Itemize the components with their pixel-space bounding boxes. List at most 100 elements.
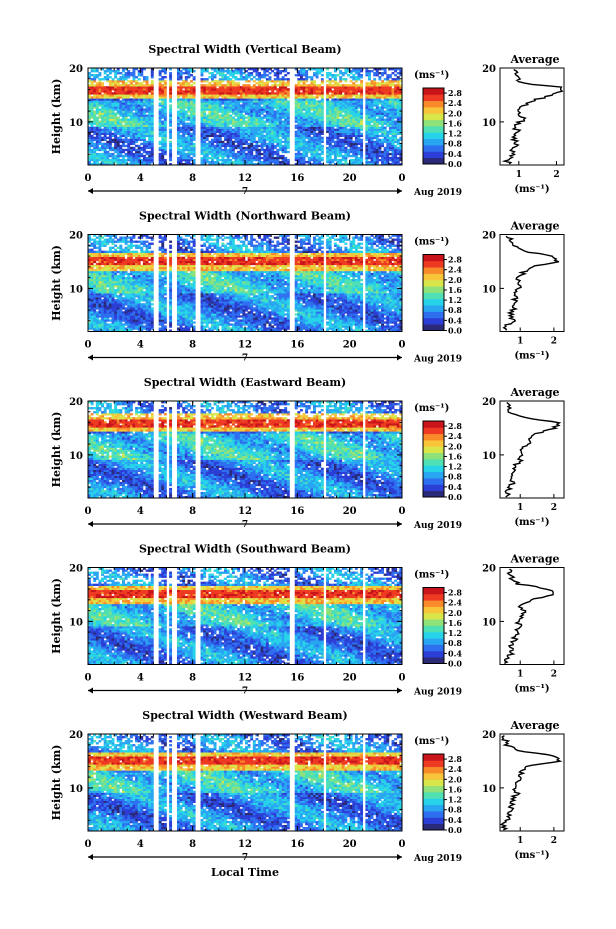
heatmap-cell bbox=[239, 106, 243, 109]
heatmap-cell bbox=[88, 325, 91, 328]
heatmap-cell bbox=[339, 148, 343, 152]
heatmap-cell bbox=[184, 122, 188, 125]
heatmap-cell bbox=[101, 128, 104, 131]
heatmap-cell bbox=[365, 150, 369, 154]
heatmap-cell bbox=[218, 138, 222, 142]
heatmap-cell bbox=[399, 327, 403, 330]
heatmap-cell bbox=[95, 130, 99, 133]
heatmap-cell bbox=[284, 86, 288, 89]
heatmap-cell bbox=[190, 138, 193, 142]
heatmap-cell bbox=[247, 134, 251, 138]
heatmap-cell bbox=[388, 327, 392, 330]
heatmap-cell bbox=[373, 82, 377, 85]
heatmap-cell bbox=[365, 144, 369, 148]
heatmap-cell bbox=[200, 102, 204, 105]
heatmap-cell bbox=[163, 82, 167, 85]
heatmap-cell bbox=[357, 118, 361, 121]
heatmap-cell bbox=[205, 130, 209, 133]
heatmap-cell bbox=[192, 138, 196, 142]
heatmap-cell bbox=[210, 80, 214, 83]
heatmap-cell bbox=[373, 162, 377, 166]
heatmap-cell bbox=[247, 142, 251, 146]
heatmap-cell bbox=[313, 74, 316, 77]
heatmap-cell bbox=[273, 116, 277, 119]
heatmap-cell bbox=[208, 114, 212, 117]
heatmap-cell bbox=[357, 329, 361, 332]
heatmap-cell bbox=[320, 110, 324, 113]
heatmap-cell bbox=[116, 96, 120, 99]
heatmap-cell bbox=[213, 76, 217, 79]
heatmap-cell bbox=[305, 136, 309, 140]
heatmap-cell bbox=[106, 110, 110, 113]
heatmap-cell bbox=[302, 146, 306, 150]
heatmap-cell bbox=[279, 329, 282, 332]
heatmap-cell bbox=[203, 92, 207, 95]
heatmap-cell bbox=[111, 154, 115, 158]
heatmap-cell bbox=[229, 136, 233, 140]
heatmap-cell bbox=[271, 154, 275, 158]
heatmap-cell bbox=[286, 120, 290, 123]
heatmap-cell bbox=[252, 327, 256, 330]
heatmap-cell bbox=[365, 146, 369, 150]
heatmap-cell bbox=[336, 142, 340, 146]
heatmap-cell bbox=[347, 100, 350, 103]
heatmap-cell bbox=[354, 92, 358, 95]
heatmap-cell bbox=[140, 136, 144, 140]
heatmap-cell bbox=[187, 92, 191, 95]
heatmap-cell bbox=[122, 132, 125, 135]
heatmap-cell bbox=[231, 80, 235, 83]
heatmap-cell bbox=[315, 132, 319, 135]
heatmap-cell bbox=[122, 84, 125, 87]
heatmap-cell bbox=[307, 106, 311, 109]
heatmap-cell bbox=[101, 120, 104, 123]
heatmap-cell bbox=[127, 74, 131, 77]
heatmap-cell bbox=[399, 148, 403, 152]
heatmap-cell bbox=[302, 98, 306, 101]
heatmap-cell bbox=[336, 132, 340, 135]
heatmap-cell bbox=[132, 90, 136, 93]
heatmap-cell bbox=[245, 152, 248, 156]
heatmap-cell bbox=[255, 88, 259, 91]
heatmap-cell bbox=[331, 96, 335, 99]
heatmap-cell bbox=[184, 154, 188, 158]
heatmap-cell bbox=[279, 138, 282, 142]
heatmap-cell bbox=[239, 72, 243, 75]
heatmap-cell bbox=[210, 162, 214, 166]
heatmap-cell bbox=[381, 86, 384, 89]
heatmap-cell bbox=[258, 90, 261, 93]
heatmap-cell bbox=[305, 80, 309, 83]
heatmap-cell bbox=[190, 148, 193, 152]
heatmap-cell bbox=[299, 110, 303, 113]
heatmap-cell bbox=[242, 134, 246, 138]
heatmap-cell bbox=[106, 86, 110, 89]
heatmap-cell bbox=[216, 148, 220, 152]
heatmap-cell bbox=[388, 142, 392, 146]
heatmap-cell bbox=[247, 74, 251, 77]
heatmap-cell bbox=[394, 106, 398, 109]
heatmap-cell bbox=[354, 78, 358, 81]
heatmap-cell bbox=[268, 148, 272, 152]
heatmap-cell bbox=[305, 124, 309, 127]
heatmap-cell bbox=[176, 92, 180, 95]
heatmap-cell bbox=[226, 70, 230, 73]
heatmap-cell bbox=[106, 158, 110, 162]
heatmap-cell bbox=[90, 104, 94, 107]
heatmap-cell bbox=[98, 122, 102, 125]
heatmap-cell bbox=[276, 114, 280, 117]
heatmap-cell bbox=[399, 114, 403, 117]
heatmap-cell bbox=[399, 106, 403, 109]
heatmap-cell bbox=[200, 120, 204, 123]
heatmap-cell bbox=[237, 162, 241, 166]
heatmap-cell bbox=[391, 144, 395, 148]
heatmap-cell bbox=[396, 112, 400, 115]
heatmap-cell bbox=[148, 86, 152, 89]
heatmap-cell bbox=[357, 90, 361, 93]
heatmap-cell bbox=[315, 110, 319, 113]
heatmap-cell bbox=[210, 94, 214, 97]
heatmap-cell bbox=[234, 68, 238, 71]
heatmap-cell bbox=[103, 98, 107, 101]
heatmap-cell bbox=[336, 160, 340, 164]
heatmap-cell bbox=[231, 84, 235, 87]
heatmap-cell bbox=[137, 162, 141, 166]
heatmap-cell bbox=[297, 130, 301, 133]
